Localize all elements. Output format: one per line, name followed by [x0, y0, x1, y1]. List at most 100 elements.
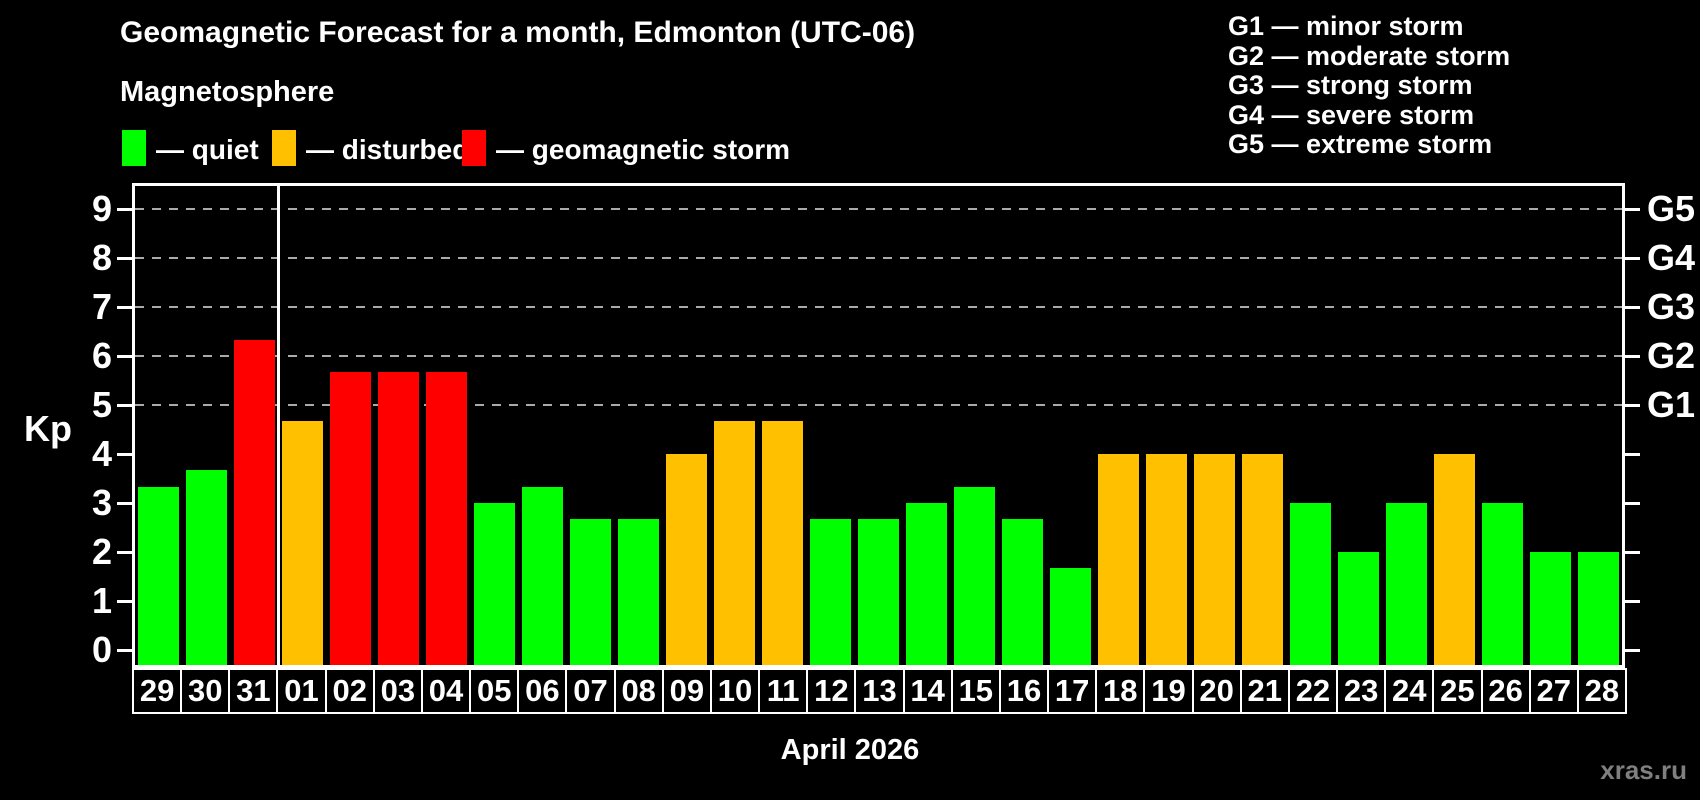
x-axis-day-cell-27: 27 [1528, 668, 1579, 714]
gridline-kp5 [135, 404, 1622, 406]
y-axis-tick-right-3 [1625, 501, 1640, 505]
g-axis-label-g4: G4 [1647, 237, 1696, 278]
x-axis-day-cell-19: 19 [1143, 668, 1194, 714]
x-axis-day-cell-18: 18 [1095, 668, 1146, 714]
bar-day-09 [666, 454, 708, 665]
g-legend-line: G2 — moderate storm [1228, 40, 1511, 71]
y-axis-tick-label-0: 0 [91, 629, 112, 670]
bar-day-20 [1193, 454, 1235, 665]
bar-day-30 [186, 470, 228, 665]
x-axis-day-cell-28: 28 [1576, 668, 1627, 714]
legend-swatch-storm [462, 130, 486, 166]
x-axis-day-cell-31: 31 [228, 668, 279, 714]
bar-day-19 [1145, 454, 1187, 665]
legend-label-quiet: — quiet [156, 134, 259, 165]
y-axis-tick-label-6: 6 [91, 335, 112, 376]
bar-day-11 [762, 421, 804, 665]
gridline-kp6 [135, 355, 1622, 357]
y-axis-tick-right-7 [1625, 305, 1640, 309]
bar-day-23 [1337, 552, 1379, 665]
x-axis-day-cell-14: 14 [902, 668, 953, 714]
chart-title: Geomagnetic Forecast for a month, Edmont… [120, 16, 916, 49]
y-axis-tick-label-5: 5 [91, 384, 112, 425]
y-axis-tick-right-8 [1625, 256, 1640, 260]
y-axis-tick-right-0 [1625, 648, 1640, 652]
y-axis-tick-label-1: 1 [91, 580, 112, 621]
y-axis-tick-left-2 [117, 550, 132, 554]
x-axis-day-cell-02: 02 [324, 668, 375, 714]
g-legend-line: G5 — extreme storm [1228, 129, 1493, 159]
magnetosphere-label: Magnetosphere [120, 76, 335, 108]
gridline-kp7 [135, 306, 1622, 308]
g-axis-label-g3: G3 [1647, 286, 1696, 327]
x-axis-day-cell-01: 01 [276, 668, 327, 714]
y-axis-tick-left-3 [117, 501, 132, 505]
bar-day-15 [953, 486, 995, 665]
bar-day-31 [234, 339, 276, 665]
x-axis-day-cell-06: 06 [517, 668, 568, 714]
y-axis-tick-label-4: 4 [91, 433, 112, 474]
x-axis-day-cell-10: 10 [709, 668, 761, 714]
x-axis-day-cell-22: 22 [1287, 668, 1339, 714]
g-legend-line: G4 — severe storm [1228, 99, 1475, 130]
x-axis-day-cell-04: 04 [420, 668, 472, 714]
y-axis-tick-right-1 [1625, 599, 1640, 603]
y-axis-tick-left-8 [117, 256, 132, 260]
x-axis-day-cell-20: 20 [1191, 668, 1242, 714]
x-axis-day-cell-15: 15 [950, 668, 1001, 714]
bar-day-13 [858, 519, 899, 665]
x-axis-day-cell-07: 07 [565, 668, 616, 714]
y-axis-tick-left-1 [117, 599, 132, 603]
y-axis-tick-left-6 [117, 354, 132, 358]
bar-day-01 [282, 421, 324, 665]
x-axis-day-cell-16: 16 [998, 668, 1050, 714]
month-separator-line [277, 186, 281, 665]
g-legend-line: G1 — minor storm [1228, 11, 1464, 41]
legend-swatch-disturbed [272, 130, 296, 166]
y-axis-title: Kp [24, 408, 72, 449]
bar-day-06 [522, 486, 564, 665]
x-axis-day-cell-30: 30 [180, 668, 231, 714]
bar-day-27 [1529, 552, 1571, 665]
g-axis-label-g5: G5 [1647, 188, 1696, 229]
y-axis-tick-left-7 [117, 305, 132, 309]
y-axis-tick-right-9 [1625, 207, 1640, 211]
x-axis-day-cell-05: 05 [469, 668, 520, 714]
bar-day-16 [1001, 519, 1043, 665]
bar-day-26 [1481, 503, 1523, 665]
g-legend-line: G3 — strong storm [1228, 70, 1473, 100]
y-axis-tick-right-4 [1625, 452, 1640, 456]
bar-day-24 [1385, 503, 1427, 665]
x-axis-day-cell-26: 26 [1480, 668, 1531, 714]
x-axis-day-cell-24: 24 [1384, 668, 1435, 714]
bar-day-04 [426, 372, 468, 665]
xras-watermark: xras.ru [1600, 755, 1687, 785]
y-axis-tick-left-0 [117, 648, 132, 652]
x-axis-day-cell-03: 03 [372, 668, 423, 714]
bar-day-08 [618, 519, 660, 665]
bar-day-17 [1049, 568, 1091, 665]
bar-day-22 [1289, 503, 1331, 665]
y-axis-tick-label-3: 3 [91, 482, 112, 523]
y-axis-tick-label-2: 2 [91, 531, 112, 572]
x-axis-day-cell-13: 13 [854, 668, 905, 714]
y-axis-tick-label-7: 7 [91, 286, 112, 327]
x-axis-day-cell-08: 08 [613, 668, 664, 714]
y-axis-tick-right-2 [1625, 550, 1640, 554]
gridline-kp9 [135, 208, 1622, 210]
y-axis-tick-label-9: 9 [91, 188, 112, 229]
x-axis-day-cell-29: 29 [132, 668, 183, 714]
bar-day-12 [810, 519, 852, 665]
bar-day-07 [570, 519, 612, 665]
bar-day-10 [714, 421, 756, 665]
y-axis-tick-right-6 [1625, 354, 1640, 358]
x-axis-day-cell-11: 11 [758, 668, 809, 714]
bar-day-18 [1097, 454, 1139, 665]
y-axis-tick-left-9 [117, 207, 132, 211]
x-axis-day-cell-21: 21 [1239, 668, 1290, 714]
y-axis-tick-label-8: 8 [91, 237, 112, 278]
x-axis-day-cell-09: 09 [661, 668, 712, 714]
bar-day-28 [1577, 552, 1619, 665]
legend-swatch-quiet [122, 130, 146, 166]
legend-label-disturbed: — disturbed [306, 134, 470, 165]
